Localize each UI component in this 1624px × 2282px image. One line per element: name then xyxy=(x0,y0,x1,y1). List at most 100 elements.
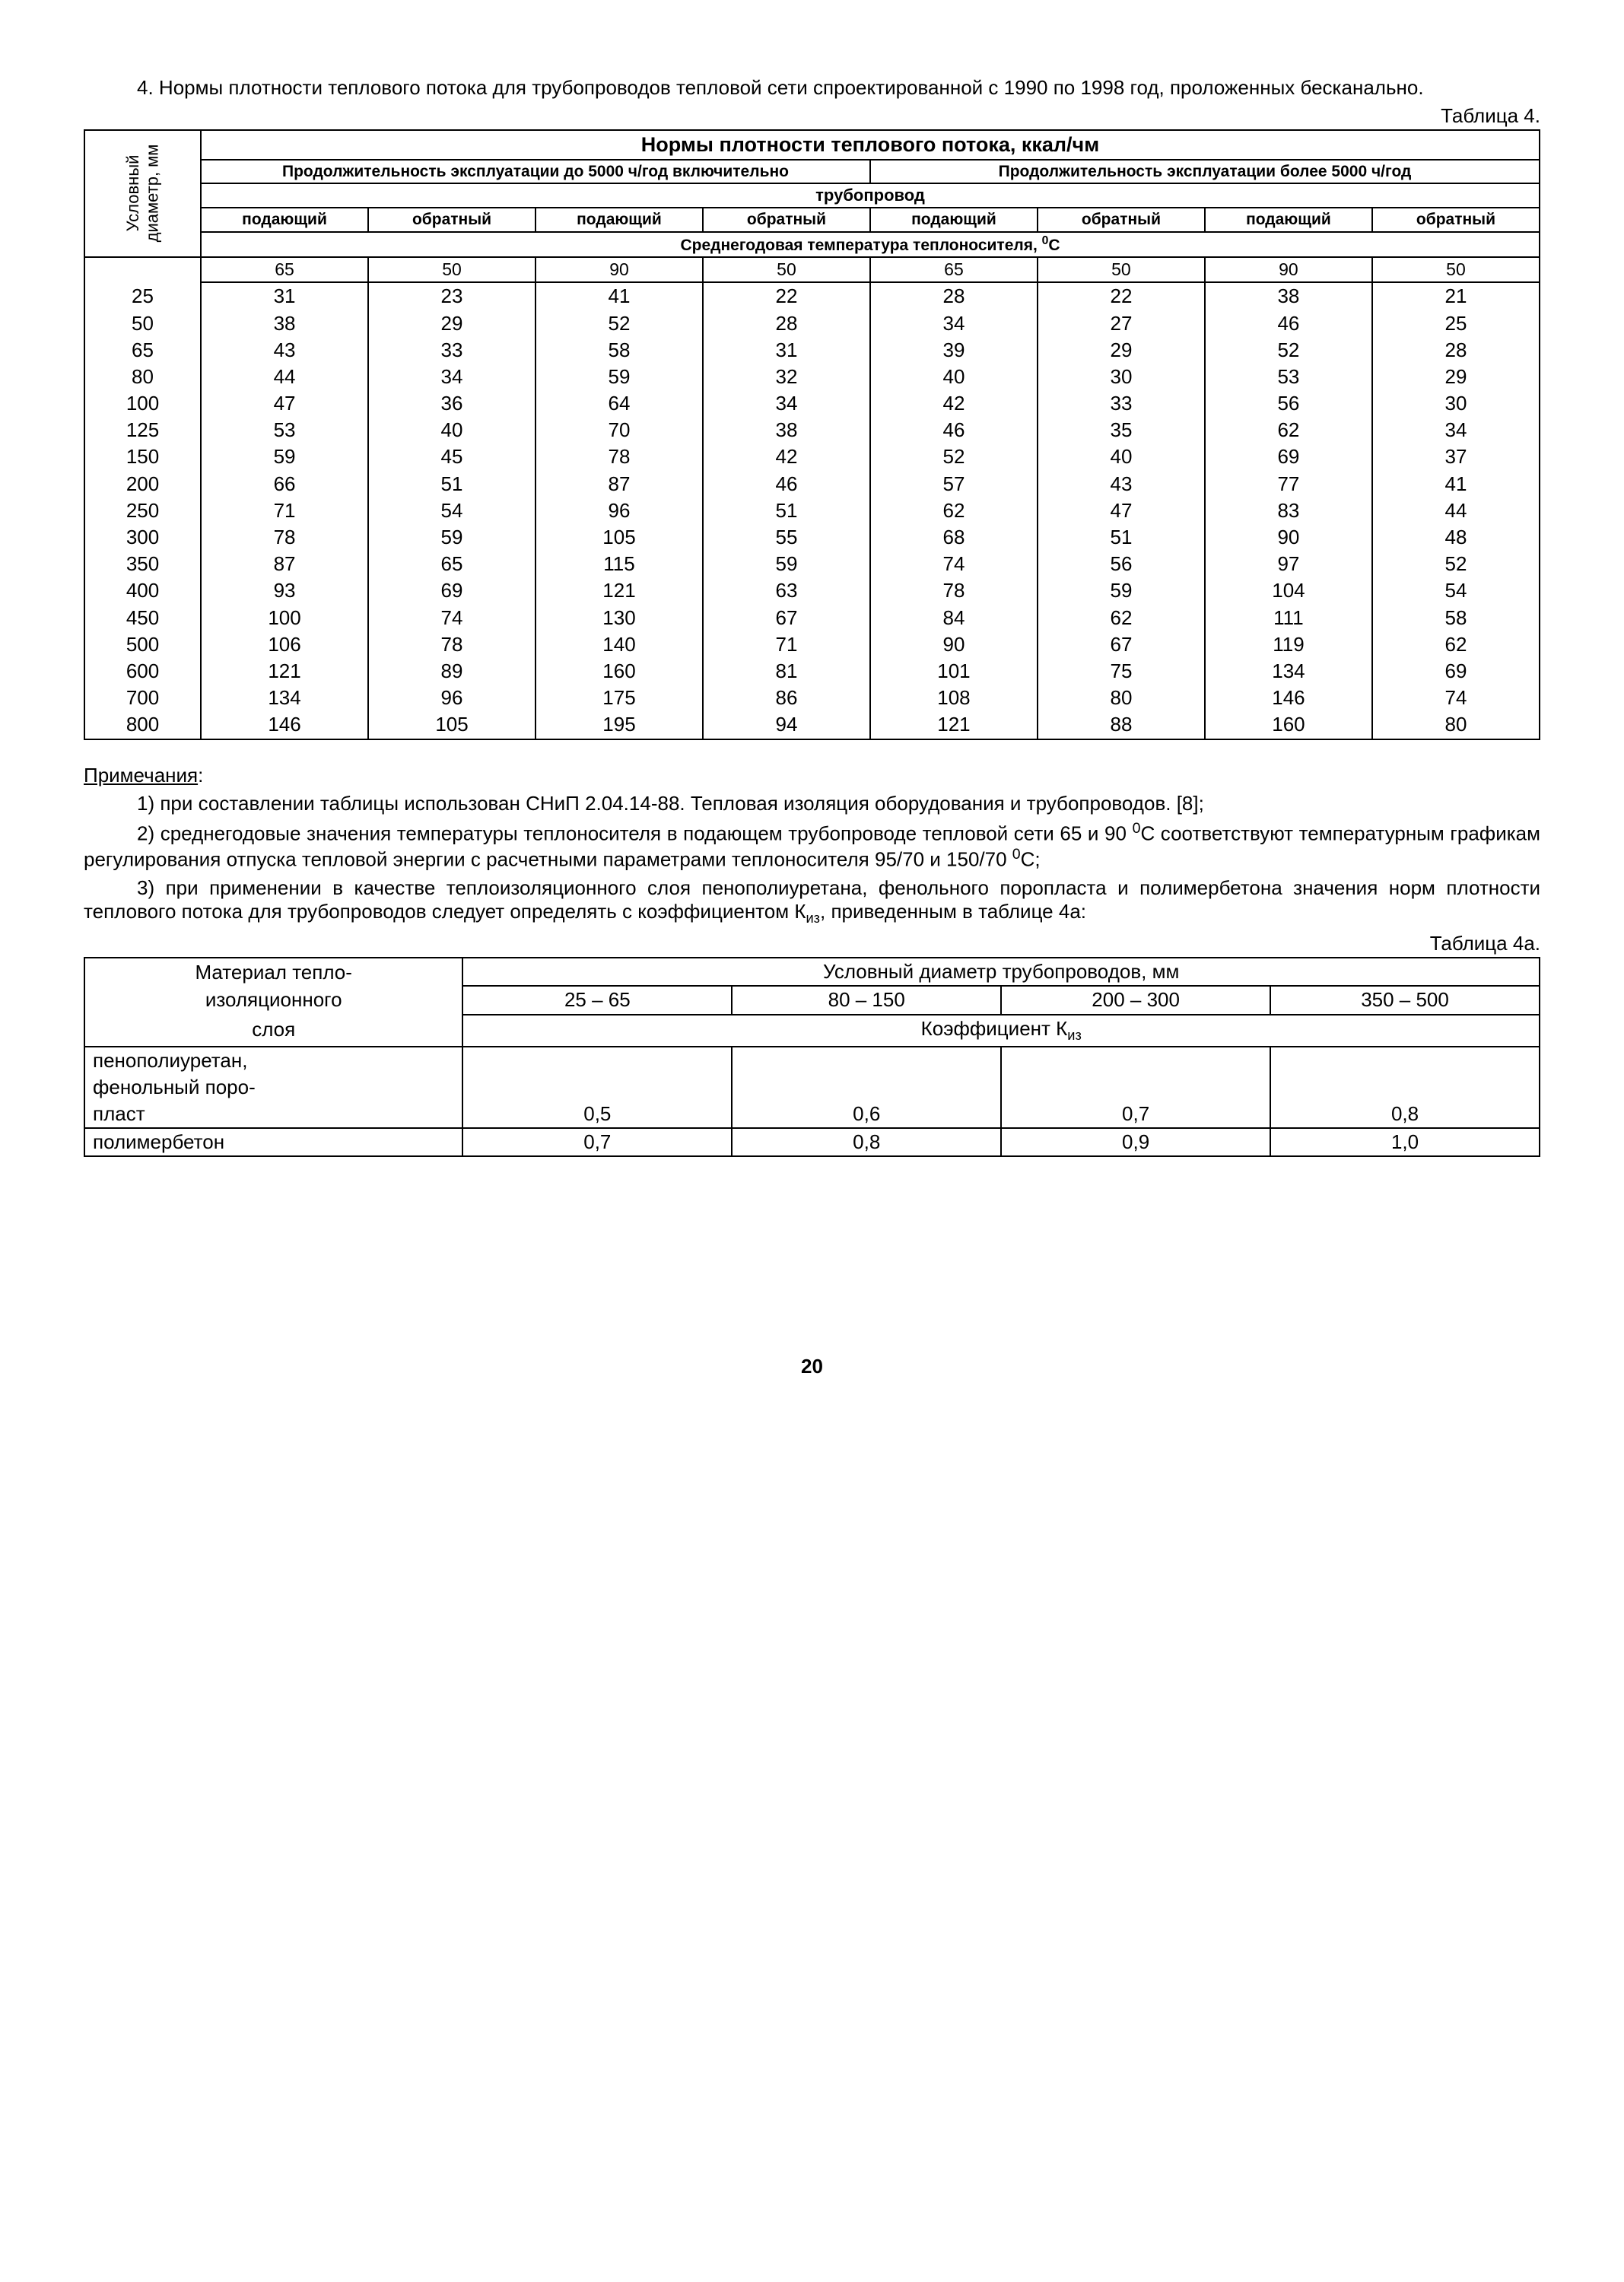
t4-diameter: 25 xyxy=(84,282,201,310)
t4-value: 90 xyxy=(1205,524,1372,551)
t4-value: 96 xyxy=(368,685,536,711)
t4-value: 27 xyxy=(1038,310,1205,337)
t4-value: 43 xyxy=(1038,471,1205,497)
t4-value: 62 xyxy=(1372,631,1540,658)
t4-temp: 65 xyxy=(201,257,368,283)
t4a-empty xyxy=(1270,1047,1540,1074)
t4-value: 146 xyxy=(1205,685,1372,711)
t4-value: 40 xyxy=(1038,443,1205,470)
t4-value: 88 xyxy=(1038,711,1205,739)
t4-diameter: 700 xyxy=(84,685,201,711)
t4-value: 30 xyxy=(1038,364,1205,390)
t4a-empty xyxy=(732,1047,1001,1074)
t4a-empty xyxy=(1270,1074,1540,1101)
t4-value: 34 xyxy=(870,310,1038,337)
t4a-val: 0,7 xyxy=(462,1128,732,1156)
t4-value: 69 xyxy=(1372,658,1540,685)
t4a-range: 350 – 500 xyxy=(1270,986,1540,1014)
t4-value: 104 xyxy=(1205,577,1372,604)
t4-value: 90 xyxy=(870,631,1038,658)
t4-value: 22 xyxy=(703,282,870,310)
table-4a: Материал тепло-Условный диаметр трубопро… xyxy=(84,957,1540,1157)
t4-value: 68 xyxy=(870,524,1038,551)
t4-pipe-col: подающий xyxy=(536,208,703,231)
t4-value: 74 xyxy=(368,605,536,631)
notes-title: Примечания: xyxy=(84,764,1540,787)
t4-value: 62 xyxy=(870,497,1038,524)
t4-value: 42 xyxy=(870,390,1038,417)
t4-value: 160 xyxy=(1205,711,1372,739)
t4-value: 21 xyxy=(1372,282,1540,310)
t4-value: 83 xyxy=(1205,497,1372,524)
t4-value: 52 xyxy=(1372,551,1540,577)
t4a-val: 0,6 xyxy=(732,1101,1001,1128)
page-number: 20 xyxy=(84,1355,1540,1378)
t4-value: 97 xyxy=(1205,551,1372,577)
t4-value: 108 xyxy=(870,685,1038,711)
table4a-caption: Таблица 4а. xyxy=(84,932,1540,955)
t4-value: 81 xyxy=(703,658,870,685)
t4-value: 175 xyxy=(536,685,703,711)
t4-value: 52 xyxy=(870,443,1038,470)
t4a-mat-hdr2: изоляционного xyxy=(84,986,462,1014)
t4-value: 42 xyxy=(703,443,870,470)
t4-temp: 50 xyxy=(1038,257,1205,283)
t4-value: 30 xyxy=(1372,390,1540,417)
t4-diameter: 350 xyxy=(84,551,201,577)
t4-value: 59 xyxy=(368,524,536,551)
t4a-val: 0,5 xyxy=(462,1101,732,1128)
t4-value: 56 xyxy=(1038,551,1205,577)
t4-value: 115 xyxy=(536,551,703,577)
table4-caption: Таблица 4. xyxy=(84,104,1540,128)
t4-diameter: 500 xyxy=(84,631,201,658)
t4a-mat: полимербетон xyxy=(84,1128,462,1156)
t4-value: 93 xyxy=(201,577,368,604)
t4-value: 36 xyxy=(368,390,536,417)
t4-value: 121 xyxy=(201,658,368,685)
t4-value: 44 xyxy=(201,364,368,390)
t4-rot-label: Условныйдиаметр, мм xyxy=(84,130,201,256)
t4-value: 37 xyxy=(1372,443,1540,470)
t4-value: 62 xyxy=(1038,605,1205,631)
t4a-empty xyxy=(1001,1047,1270,1074)
t4-value: 59 xyxy=(1038,577,1205,604)
t4-value: 52 xyxy=(536,310,703,337)
t4-value: 64 xyxy=(536,390,703,417)
t4-value: 29 xyxy=(1372,364,1540,390)
t4-blank xyxy=(84,257,201,283)
t4a-val: 0,9 xyxy=(1001,1128,1270,1156)
note-1: 1) при составлении таблицы использован С… xyxy=(84,792,1540,815)
t4a-empty xyxy=(732,1074,1001,1101)
t4-hdr-pipe: трубопровод xyxy=(201,183,1540,208)
t4-value: 62 xyxy=(1205,417,1372,443)
t4a-diam-hdr: Условный диаметр трубопроводов, мм xyxy=(462,958,1540,986)
t4-value: 41 xyxy=(536,282,703,310)
t4-value: 28 xyxy=(870,282,1038,310)
t4-value: 121 xyxy=(870,711,1038,739)
table-4: Условныйдиаметр, ммНормы плотности тепло… xyxy=(84,129,1540,739)
t4-value: 33 xyxy=(1038,390,1205,417)
t4-value: 111 xyxy=(1205,605,1372,631)
t4-value: 38 xyxy=(1205,282,1372,310)
t4-value: 55 xyxy=(703,524,870,551)
t4-pipe-col: подающий xyxy=(1205,208,1372,231)
t4-value: 56 xyxy=(1205,390,1372,417)
t4-temp: 50 xyxy=(1372,257,1540,283)
t4-temp: 90 xyxy=(1205,257,1372,283)
t4-value: 29 xyxy=(1038,337,1205,364)
t4-value: 70 xyxy=(536,417,703,443)
t4-diameter: 200 xyxy=(84,471,201,497)
t4-avgtemp: Среднегодовая температура теплоносителя,… xyxy=(201,232,1540,257)
t4-value: 77 xyxy=(1205,471,1372,497)
t4-pipe-col: подающий xyxy=(201,208,368,231)
t4-value: 54 xyxy=(368,497,536,524)
t4-value: 58 xyxy=(1372,605,1540,631)
t4-value: 35 xyxy=(1038,417,1205,443)
t4-diameter: 65 xyxy=(84,337,201,364)
t4-value: 146 xyxy=(201,711,368,739)
t4-value: 40 xyxy=(368,417,536,443)
t4-value: 105 xyxy=(368,711,536,739)
t4a-empty xyxy=(1001,1074,1270,1101)
t4-diameter: 600 xyxy=(84,658,201,685)
t4-value: 52 xyxy=(1205,337,1372,364)
